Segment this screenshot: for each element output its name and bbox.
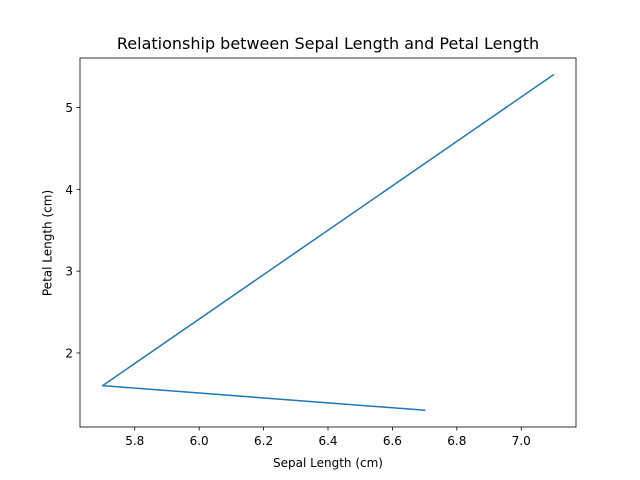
plot-frame (79, 57, 577, 428)
y-axis-label: Petal Length (cm) (41, 190, 55, 296)
y-tick-label: 5 (65, 101, 73, 115)
x-tick-label: 6.2 (254, 434, 273, 448)
x-axis-label: Sepal Length (cm) (273, 456, 383, 470)
axis-ticks: 5.8 6.0 6.2 6.4 6.6 6.8 7.0 2 3 4 5 (65, 101, 530, 448)
x-tick-label: 6.6 (383, 434, 402, 448)
y-tick-label: 4 (65, 183, 73, 197)
x-tick-label: 6.8 (447, 434, 466, 448)
x-tick-label: 5.8 (125, 434, 144, 448)
series-line-0 (101, 73, 555, 412)
x-tick-label: 6.0 (190, 434, 209, 448)
y-tick-label: 2 (65, 346, 73, 360)
y-tick-label: 3 (65, 265, 73, 279)
chart-title: Relationship between Sepal Length and Pe… (117, 34, 539, 53)
x-tick-label: 7.0 (512, 434, 531, 448)
x-tick-label: 6.4 (318, 434, 337, 448)
plot-area (101, 73, 555, 412)
